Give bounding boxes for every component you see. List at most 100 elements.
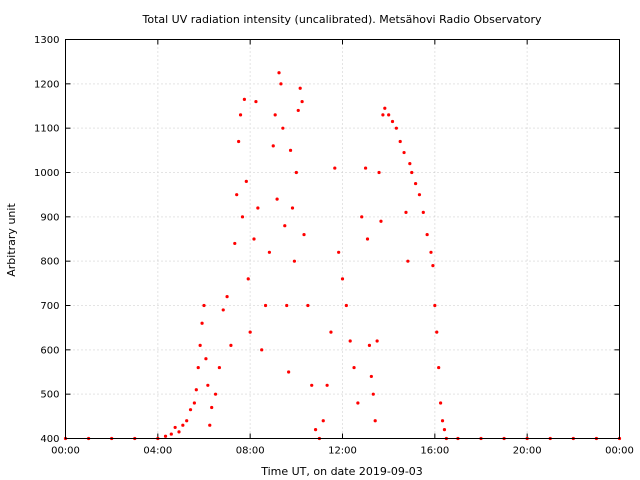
data-point xyxy=(290,206,295,210)
data-point xyxy=(306,303,310,308)
y-tick-label: 1300 xyxy=(34,35,59,46)
data-point xyxy=(292,259,297,263)
data-point xyxy=(237,139,241,144)
data-point xyxy=(260,348,264,352)
data-point xyxy=(240,215,245,219)
data-point xyxy=(300,99,304,104)
data-point xyxy=(387,113,391,117)
data-point xyxy=(279,82,283,86)
chart-data-points xyxy=(63,71,622,441)
chart-tick-marks xyxy=(65,39,620,439)
data-point xyxy=(281,126,285,130)
data-point xyxy=(425,232,429,237)
data-point xyxy=(277,71,281,75)
x-tick-label: 04:00 xyxy=(143,446,172,457)
data-point xyxy=(379,219,383,223)
data-point xyxy=(406,259,410,263)
data-point xyxy=(381,113,385,117)
data-point xyxy=(337,250,341,254)
data-point xyxy=(285,303,289,308)
data-point xyxy=(439,401,443,405)
data-point xyxy=(329,330,333,334)
data-point xyxy=(440,419,445,423)
data-point xyxy=(435,330,439,334)
data-point xyxy=(263,303,268,308)
y-axis-tick-labels: 400 500 600 700 800 900 1000 1100 1200 1300 xyxy=(34,35,59,445)
data-point xyxy=(429,250,433,254)
data-point xyxy=(273,113,277,117)
data-point xyxy=(363,166,368,170)
data-point xyxy=(310,383,314,387)
data-point xyxy=(210,405,214,410)
data-point xyxy=(188,408,193,412)
data-point xyxy=(246,277,250,281)
data-point xyxy=(192,401,196,405)
y-tick-label: 800 xyxy=(40,257,59,268)
data-point xyxy=(288,148,293,152)
data-point xyxy=(360,215,364,219)
data-point xyxy=(202,303,206,308)
y-tick-label: 700 xyxy=(40,301,59,312)
data-point xyxy=(271,144,275,148)
data-point xyxy=(275,197,279,201)
data-point xyxy=(408,162,412,166)
data-point xyxy=(371,392,375,396)
data-point xyxy=(256,206,260,210)
x-tick-label: 00:00 xyxy=(605,446,634,457)
data-point xyxy=(267,250,272,254)
chart-title: Total UV radiation intensity (uncalibrat… xyxy=(142,13,542,26)
data-point xyxy=(369,374,373,379)
data-point xyxy=(233,241,237,246)
data-point xyxy=(221,308,225,312)
data-point xyxy=(194,388,198,392)
y-tick-label: 600 xyxy=(40,345,59,356)
data-point xyxy=(196,365,200,370)
data-point xyxy=(238,113,243,117)
data-point xyxy=(254,99,258,104)
data-point xyxy=(410,170,414,175)
x-tick-label: 12:00 xyxy=(328,446,357,457)
data-point xyxy=(413,181,418,186)
x-tick-label: 20:00 xyxy=(513,446,542,457)
data-point xyxy=(217,365,221,370)
data-point xyxy=(294,170,298,175)
data-point xyxy=(198,343,202,347)
data-point xyxy=(442,428,447,432)
x-tick-label: 16:00 xyxy=(420,446,449,457)
data-point xyxy=(169,432,173,436)
data-point xyxy=(356,401,360,405)
y-tick-label: 1000 xyxy=(34,168,59,179)
y-tick-label: 900 xyxy=(40,212,59,223)
data-point xyxy=(348,339,352,343)
data-point xyxy=(181,423,185,427)
data-point xyxy=(313,428,318,432)
data-point xyxy=(173,425,177,430)
data-point xyxy=(252,237,256,241)
data-point xyxy=(394,126,398,130)
data-point xyxy=(340,277,345,281)
data-point xyxy=(298,86,302,90)
data-point xyxy=(373,419,377,423)
data-point xyxy=(244,179,248,183)
data-point xyxy=(177,430,181,434)
x-tick-label: 00:00 xyxy=(51,446,80,457)
data-point xyxy=(235,193,239,197)
x-tick-label: 08:00 xyxy=(236,446,265,457)
data-point xyxy=(421,210,425,214)
data-point xyxy=(296,108,300,113)
data-point xyxy=(206,383,210,387)
data-point xyxy=(213,392,218,396)
x-axis-label: Time UT, on date 2019-09-03 xyxy=(260,465,423,478)
x-axis-tick-labels: 00:00 04:00 08:00 12:00 16:00 20:00 00:00 xyxy=(51,446,634,457)
data-point xyxy=(433,303,437,308)
data-point xyxy=(325,383,329,387)
y-tick-label: 400 xyxy=(40,434,59,445)
y-axis-label: Arbitrary unit xyxy=(5,203,18,277)
chart-grid xyxy=(65,39,620,439)
data-point xyxy=(204,357,208,361)
y-tick-label: 1100 xyxy=(34,124,59,135)
data-point xyxy=(417,193,422,197)
data-point xyxy=(225,295,229,299)
data-point xyxy=(287,370,291,374)
